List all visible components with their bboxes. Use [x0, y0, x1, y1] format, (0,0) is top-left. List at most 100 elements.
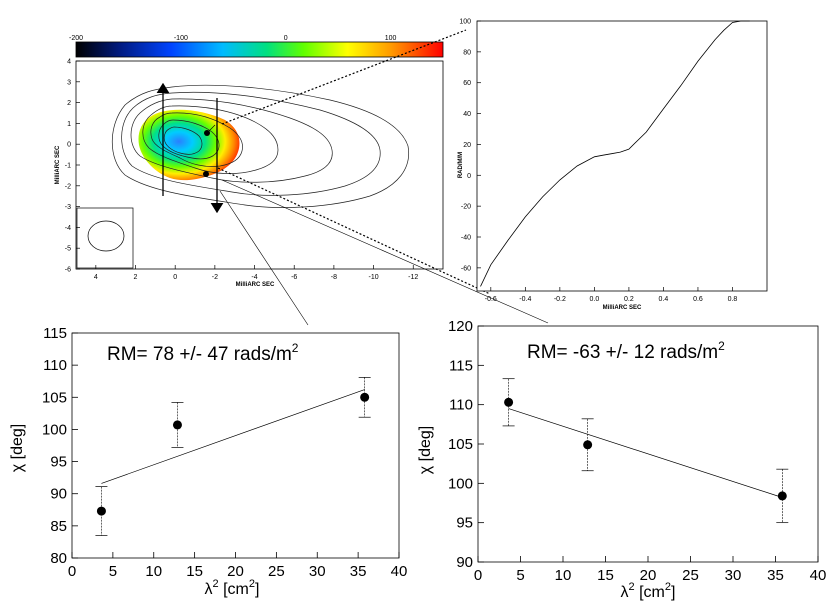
- rm-profile-panel: -0.6 -0.4 -0.2 0.0 0.2 0.4 0.6 0.8 100 80 60 40 20 0 -…: [458, 19, 768, 311]
- map-x-tick-label: -6: [291, 274, 297, 281]
- map-y-tick-label: 4: [67, 59, 71, 66]
- sample-point-lower: [203, 171, 209, 177]
- fit-left-title: RM= 78 +/- 47 rads/m2: [107, 341, 299, 365]
- fit-left-x-tick-label: 0: [68, 563, 76, 580]
- map-y-tick-label: -3: [65, 204, 71, 211]
- fit-left-x-tick-label: 35: [350, 563, 367, 580]
- fit-left-x-tick-label: 15: [186, 563, 203, 580]
- profile-x-tick-label: -0.6: [485, 296, 497, 303]
- profile-y-tick-label: -20: [461, 204, 471, 211]
- fit-right-x-tick-label: 40: [810, 567, 827, 584]
- map-y-tick-label: 2: [67, 100, 71, 107]
- fit-left-x-tick-label: 10: [145, 563, 162, 580]
- beam-ellipse: [87, 220, 125, 252]
- profile-x-tick-label: 0.4: [659, 296, 669, 303]
- rm-map-panel: -200 -100 0 100 4 2 0 -2 -4 -6 -8 -10 -12 4 3 2 1 0 -1 -2 -…: [55, 35, 444, 288]
- fit-right-fit-line: [508, 408, 783, 498]
- fit-right-y-tick-label: 105: [448, 436, 473, 453]
- fit-right-x-tick-label: 20: [640, 567, 657, 584]
- profile-x-tick-label: 0.2: [624, 296, 634, 303]
- fit-left-data-point: [360, 392, 370, 402]
- fit-right-axis-ticks: 0 5 10 15 20 25 30 35 40 90 95 100 105 110 115 120: [448, 318, 826, 584]
- fit-left-y-tick-label: 115: [43, 325, 67, 342]
- map-ylabel: MilliARC SEC: [55, 145, 61, 184]
- map-x-tick-label: -8: [331, 274, 337, 281]
- profile-y-tick-label: 40: [463, 111, 471, 118]
- profile-y-tick-label: 100: [459, 19, 471, 26]
- fit-left-data-point: [172, 420, 182, 430]
- fit-left-y-tick-label: 95: [50, 454, 67, 471]
- map-y-tick-label: -6: [65, 267, 71, 274]
- map-x-tick-label: -12: [408, 274, 418, 281]
- profile-y-tick-label: 0: [467, 173, 471, 180]
- map-x-tick-label: 0: [173, 274, 177, 281]
- profile-y-tick-label: 80: [463, 49, 471, 56]
- fit-left-fit-line: [101, 389, 365, 484]
- fit-right-y-tick-label: 100: [448, 475, 473, 492]
- fit-right-x-tick-label: 10: [555, 567, 572, 584]
- colorbar: [75, 41, 444, 58]
- fit-left-x-tick-label: 40: [391, 563, 408, 580]
- fit-right-xlabel: λ2 [cm2]: [621, 581, 676, 601]
- profile-y-tick-label: -60: [461, 265, 471, 272]
- profile-frame: [476, 20, 768, 292]
- fit-left-frame: [71, 332, 400, 559]
- fit-left-x-tick-label: 25: [268, 563, 285, 580]
- map-y-tick-label: 3: [67, 79, 71, 86]
- profile-x-tick-label: 0.8: [728, 296, 738, 303]
- map-y-tick-label: 0: [67, 142, 71, 149]
- colorbar-tick-label: -100: [174, 35, 188, 42]
- fit-left-data-point: [96, 506, 106, 516]
- fit-left-axis-ticks: 0 5 10 15 20 25 30 35 40 80 85 90 95 100 105 110 115: [42, 325, 407, 580]
- fit-right-x-tick-label: 15: [597, 567, 614, 584]
- fit-right-y-tick-label: 110: [449, 397, 473, 414]
- rm-color-region: [138, 109, 240, 181]
- profile-x-tick-label: 0.6: [693, 296, 703, 303]
- map-y-tick-label: -2: [65, 183, 71, 190]
- map-x-tick-label: -2: [212, 274, 218, 281]
- profile-x-tick-label: -0.2: [554, 296, 566, 303]
- fit-left-x-tick-label: 5: [109, 563, 117, 580]
- fit-left-y-tick-label: 90: [50, 486, 67, 503]
- map-x-tick-label: 4: [94, 274, 98, 281]
- fit-right-x-tick-label: 0: [474, 567, 482, 584]
- fit-left-xlabel: λ2 [cm2]: [205, 578, 260, 598]
- colorbar-ticks: -200 -100 0 100: [69, 35, 397, 42]
- profile-axis-ticks: -0.6 -0.4 -0.2 0.0 0.2 0.4 0.6 0.8 100 80 60 40 20 0 -…: [459, 19, 737, 304]
- colorbar-tick-label: 100: [385, 35, 397, 42]
- fit-left-x-tick-label: 20: [227, 563, 244, 580]
- fit-left-y-tick-label: 110: [43, 357, 67, 374]
- intensity-contours: [111, 84, 410, 208]
- fit-right-x-tick-label: 35: [767, 567, 784, 584]
- profile-curve: [480, 20, 750, 287]
- colorbar-tick-label: 0: [284, 35, 288, 42]
- beam-box: [76, 207, 134, 269]
- map-x-tick-label: -4: [251, 274, 257, 281]
- fit-right-y-tick-label: 120: [448, 318, 473, 335]
- rm-fit-left-panel: RM= 78 +/- 47 rads/m2 0 5 10 15 20 25 30 35 40 80…: [9, 325, 407, 598]
- profile-y-tick-label: 60: [463, 80, 471, 87]
- connector-lines: [206, 29, 549, 326]
- fit-right-ylabel: χ [deg]: [417, 426, 434, 474]
- fit-right-title: RM= -63 +/- 12 rads/m2: [527, 339, 725, 363]
- map-xlabel: MilliARC SEC: [236, 282, 275, 288]
- map-y-tick-label: -5: [65, 246, 71, 253]
- map-y-tick-label: 1: [67, 121, 71, 128]
- profile-ylabel: RAD/M/M: [458, 152, 464, 178]
- fit-left-y-tick-label: 105: [42, 389, 67, 406]
- fit-right-data-point: [504, 397, 514, 407]
- map-x-tick-label: -10: [369, 274, 379, 281]
- fit-left-marks: [95, 377, 371, 536]
- fit-right-x-tick-label: 5: [516, 567, 524, 584]
- map-x-tick-label: 2: [134, 274, 138, 281]
- map-axis-ticks: 4 2 0 -2 -4 -6 -8 -10 -12 4 3 2 1 0 -1 -2 -3 -4 -5 -6: [65, 59, 419, 282]
- fit-left-y-tick-label: 85: [50, 518, 67, 535]
- fit-right-x-tick-label: 30: [725, 567, 742, 584]
- fit-right-y-tick-label: 95: [456, 515, 473, 532]
- colorbar-tick-label: -200: [69, 35, 83, 42]
- rm-fit-right-panel: RM= -63 +/- 12 rads/m2 0 5 10 15 20 25 30 35 40 9…: [417, 318, 826, 601]
- fit-right-y-tick-label: 115: [449, 357, 473, 374]
- fit-right-marks: [502, 378, 789, 524]
- fit-left-y-tick-label: 100: [42, 421, 67, 438]
